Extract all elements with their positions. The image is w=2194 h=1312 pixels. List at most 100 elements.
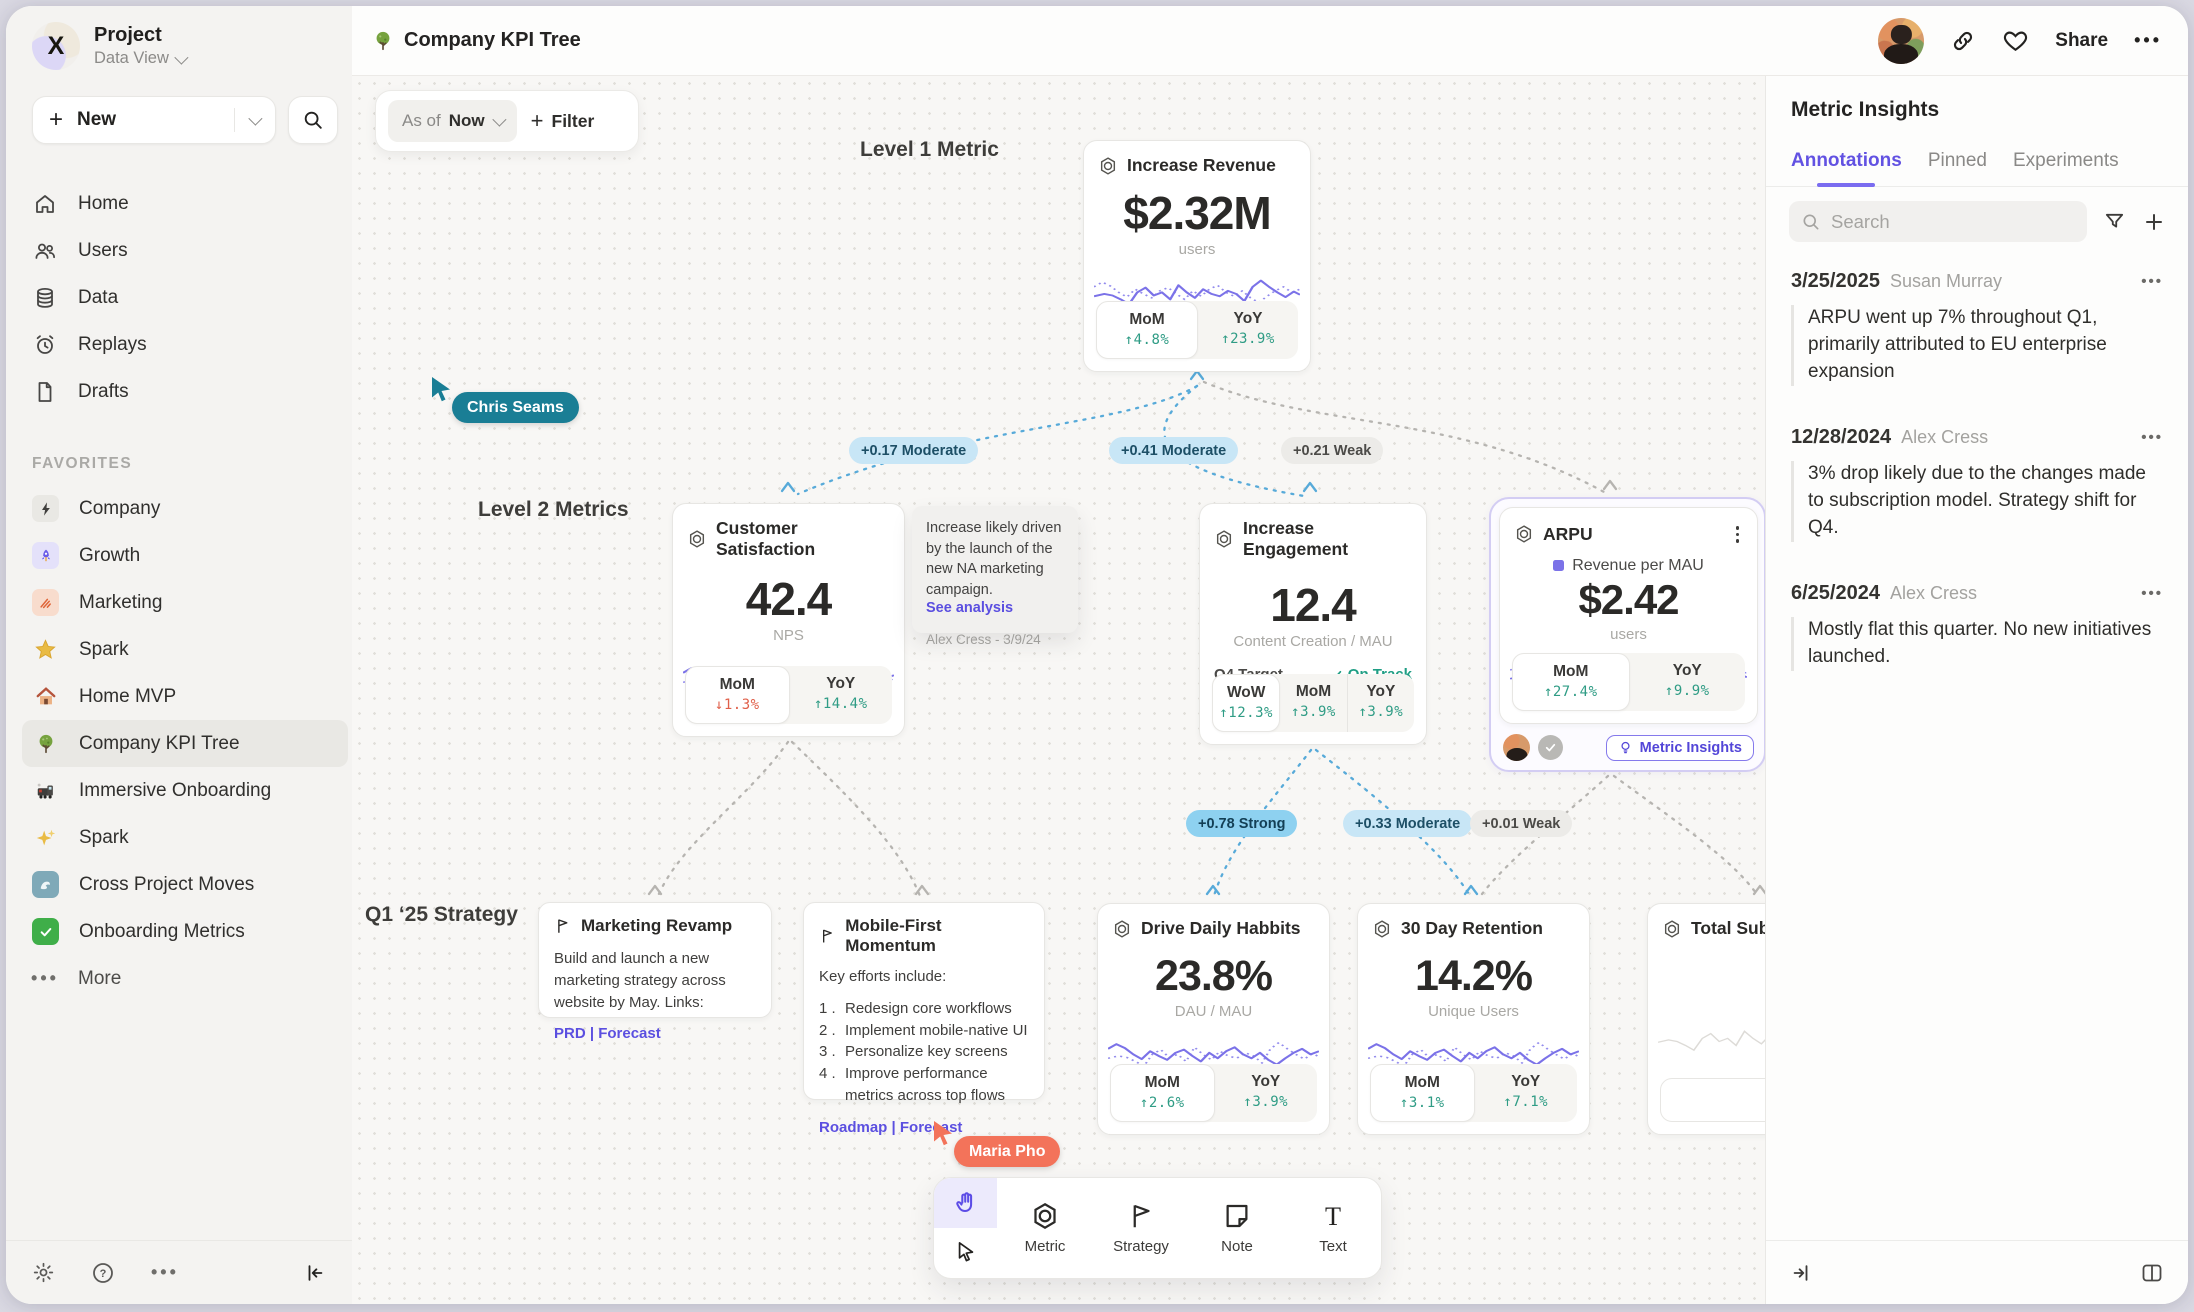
note-tool[interactable]: Note (1189, 1178, 1285, 1278)
plus-icon: + (530, 108, 544, 133)
note-card[interactable]: Increase likely driven by the launch of … (912, 506, 1078, 647)
house-icon (32, 683, 59, 710)
sidebar-item-spark[interactable]: Spark (22, 626, 348, 673)
delta-wow[interactable]: WoW ↑12.3% (1212, 674, 1281, 732)
annotation-menu-icon[interactable]: ••• (2141, 273, 2163, 290)
delta-yoy[interactable]: YoY ↑14.4% (813, 675, 868, 712)
project-view-switcher[interactable]: Data View (94, 49, 189, 68)
svg-text:T: T (1325, 1202, 1341, 1231)
as-of-dropdown[interactable]: As of Now (388, 100, 517, 142)
edge-label: +0.21 Weak (1281, 437, 1384, 464)
sidebar-item-more[interactable]: ••• More (22, 955, 348, 1002)
delta-mom[interactable]: MoM ↑27.4% (1512, 653, 1630, 711)
topbar-menu-icon[interactable]: ••• (2134, 30, 2162, 50)
metric-card-30-day-retention[interactable]: 30 Day Retention 14.2% Unique Users MoM ↑… (1357, 903, 1590, 1135)
tree-icon (376, 31, 390, 50)
metric-hexagon-icon (1112, 919, 1132, 939)
filter-funnel-icon[interactable] (2103, 210, 2126, 233)
strategy-card-mobile-first-momentum[interactable]: Mobile-First Momentum Key efforts includ… (803, 902, 1045, 1136)
chevron-down-icon[interactable] (248, 111, 263, 126)
copy-link-icon[interactable] (1950, 28, 1976, 54)
collapse-panel-icon[interactable] (1790, 1262, 1812, 1284)
search-button[interactable] (288, 96, 338, 144)
check-icon (32, 918, 59, 945)
sidebar-item-data[interactable]: Data (22, 274, 348, 321)
metric-unit: Content Creation / MAU (1233, 633, 1393, 650)
metric-card-increase-revenue[interactable]: Increase Revenue $2.32M users MoM ↑4.8% Y… (1083, 140, 1311, 372)
metric-tool[interactable]: Metric (997, 1178, 1093, 1278)
sidebar-item-growth[interactable]: Growth (22, 532, 348, 579)
sidebar-item-spark-2[interactable]: Spark (22, 814, 348, 861)
see-analysis-link[interactable]: See analysis (926, 600, 1014, 617)
sidebar-item-company[interactable]: Company (22, 485, 348, 532)
delta-yoy[interactable]: YoY ↑3.9% (1346, 674, 1414, 732)
tab-pinned[interactable]: Pinned (1927, 150, 1987, 171)
metric-card-arpu-selected[interactable]: ARPU Revenue per MAU $2.42 users MoM ↑27.… (1489, 497, 1766, 772)
annotation-item[interactable]: 3/25/2025 Susan Murray ••• ARPU went up … (1791, 270, 2163, 386)
add-annotation-icon[interactable] (2142, 210, 2166, 234)
sidebar-item-immersive-onboarding[interactable]: Immersive Onboarding (22, 767, 348, 814)
help-icon[interactable]: ? (91, 1261, 115, 1285)
new-button[interactable]: + New (32, 96, 276, 144)
annotation-item[interactable]: 12/28/2024 Alex Cress ••• 3% drop likely… (1791, 426, 2163, 542)
delta-yoy[interactable]: YoY ↑9.9% (1664, 662, 1710, 699)
split-view-icon[interactable] (2140, 1261, 2164, 1285)
delta-row: MoM ↑2.6% YoY ↑3.9% (1110, 1064, 1317, 1122)
text-tool[interactable]: T Text (1319, 1201, 1347, 1255)
strategy-card-marketing-revamp[interactable]: Marketing Revamp Build and launch a new … (538, 902, 772, 1042)
card-menu-icon[interactable] (1732, 522, 1744, 547)
metric-value: 23.8% (1155, 952, 1273, 1000)
chevron-down-icon (174, 50, 189, 65)
delta-mom[interactable]: MoM ↑3.1% (1370, 1064, 1475, 1122)
sidebar-item-onboarding-metrics[interactable]: Onboarding Metrics (22, 908, 348, 955)
delta-mom[interactable]: MoM ↓1.3% (685, 666, 790, 724)
sidebar-item-home[interactable]: Home (22, 180, 348, 227)
metric-hexagon-icon (1098, 156, 1118, 176)
edge-label: +0.41 Moderate (1109, 437, 1239, 464)
delta-yoy[interactable]: YoY ↑23.9% (1221, 310, 1275, 347)
panel-title: Metric Insights (1791, 98, 1940, 121)
metric-hexagon-icon (1514, 524, 1534, 544)
tab-annotations[interactable]: Annotations (1791, 150, 1902, 186)
delta-yoy[interactable]: YoY ↑3.9% (1243, 1073, 1289, 1110)
tab-experiments[interactable]: Experiments (2013, 150, 2119, 171)
hand-tool[interactable] (934, 1178, 997, 1228)
annotation-item[interactable]: 6/25/2024 Alex Cress ••• Mostly flat thi… (1791, 582, 2163, 671)
sidebar-item-company-kpi-tree[interactable]: Company KPI Tree (22, 720, 348, 767)
settings-gear-icon[interactable] (32, 1261, 55, 1284)
select-tool[interactable] (934, 1228, 997, 1278)
strategy-tool[interactable]: Strategy (1093, 1178, 1189, 1278)
metric-unit: users (1178, 241, 1216, 258)
sidebar-item-home-mvp[interactable]: Home MVP (22, 673, 348, 720)
filter-button[interactable]: + Filter (530, 108, 595, 133)
delta-yoy[interactable]: YoY ↑7.1% (1503, 1073, 1549, 1110)
metric-card-customer-satisfaction[interactable]: Customer Satisfaction 42.4 NPS MoM ↓1.3% … (672, 503, 905, 737)
sidebar-item-drafts[interactable]: Drafts (22, 368, 348, 415)
annotation-menu-icon[interactable]: ••• (2141, 428, 2163, 446)
sidebar-item-marketing[interactable]: Marketing (22, 579, 348, 626)
metric-unit: Unique Users (1428, 1003, 1519, 1020)
favorite-heart-icon[interactable] (2002, 27, 2029, 54)
metric-card-increase-engagement[interactable]: Increase Engagement 12.4 Content Creatio… (1199, 503, 1427, 745)
delta-row: MoM ↑3.1% YoY ↑7.1% (1370, 1064, 1577, 1122)
more-options-icon[interactable]: ••• (151, 1262, 179, 1282)
sidebar-item-users[interactable]: Users (22, 227, 348, 274)
delta-mom[interactable]: MoM ↑3.9% (1291, 683, 1336, 720)
collapse-sidebar-icon[interactable] (304, 1262, 326, 1284)
metric-insights-button[interactable]: Metric Insights (1605, 734, 1754, 761)
sidebar-item-cross-project-moves[interactable]: Cross Project Moves (22, 861, 348, 908)
delta-mom[interactable]: MoM ↑2.6% (1110, 1064, 1215, 1122)
level-1-label: Level 1 Metric (860, 138, 999, 161)
metric-card-drive-daily-habbits[interactable]: Drive Daily Habbits 23.8% DAU / MAU MoM ↑… (1097, 903, 1330, 1135)
annotation-search-input[interactable]: Search (1789, 201, 2087, 242)
metric-hexagon-icon (1214, 529, 1234, 549)
project-header[interactable]: X Project Data View (6, 6, 352, 70)
delta-mom[interactable]: MoM ↑4.8% (1096, 301, 1198, 359)
annotation-menu-icon[interactable]: ••• (2141, 584, 2163, 602)
sidebar-item-replays[interactable]: Replays (22, 321, 348, 368)
strategy-links[interactable]: PRD | Forecast (554, 1025, 661, 1043)
strategy-links[interactable]: Roadmap | Forecast (819, 1118, 963, 1136)
user-avatar[interactable] (1878, 17, 1925, 64)
share-button[interactable]: Share (2055, 29, 2109, 51)
